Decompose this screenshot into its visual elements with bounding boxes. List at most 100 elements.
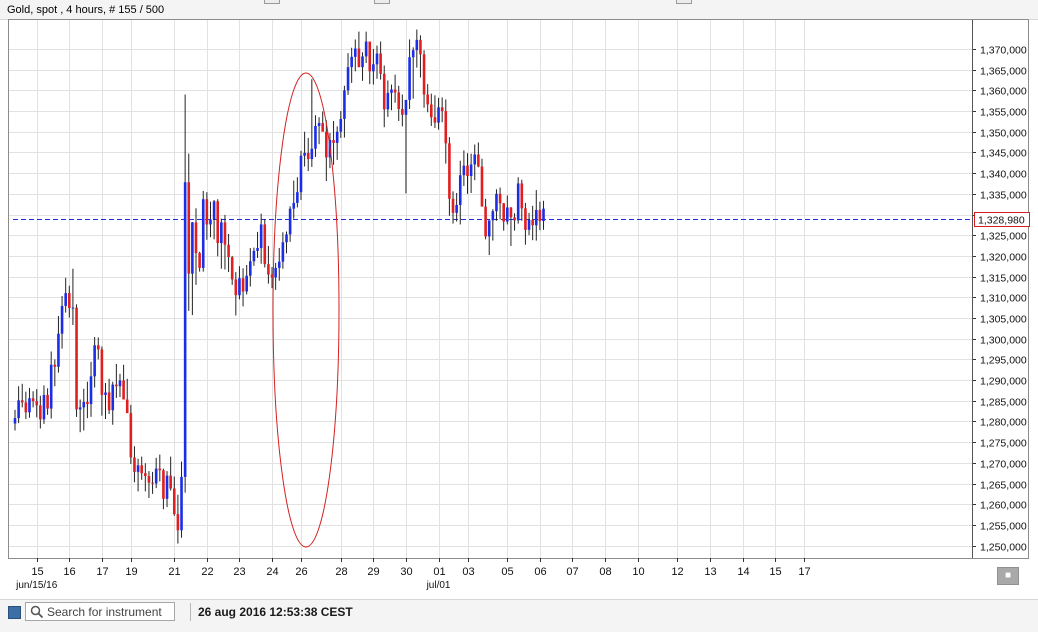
candle-body <box>288 208 292 235</box>
candle-body <box>455 204 458 213</box>
plot-area[interactable] <box>8 19 1029 559</box>
candle-body <box>198 252 201 268</box>
candle-body <box>154 468 158 484</box>
candle-body <box>310 148 314 160</box>
candle-body <box>325 131 328 158</box>
candle-body <box>201 199 205 268</box>
candle-body <box>256 248 259 251</box>
toolbar-control[interactable] <box>676 0 692 4</box>
candle-body <box>401 108 404 115</box>
candle-body <box>259 224 263 249</box>
candle-body <box>93 345 96 377</box>
candle-body <box>498 193 502 204</box>
candle-body <box>129 413 133 458</box>
x-date-label: jun/15/16 <box>15 580 58 591</box>
candle-body <box>212 201 216 220</box>
x-tick-label: 01 <box>433 566 445 578</box>
candle-body <box>53 364 57 367</box>
x-tick-label: 24 <box>266 566 278 578</box>
candle-body <box>78 407 82 410</box>
x-tick-label: 23 <box>233 566 245 578</box>
candle-body <box>502 203 505 222</box>
candle-body <box>335 131 339 143</box>
candle-body <box>17 400 20 419</box>
candle-body <box>524 208 527 230</box>
square-button-icon[interactable] <box>8 606 21 619</box>
x-tick-label: 22 <box>201 566 213 578</box>
y-tick-label: 1,360,000 <box>980 86 1027 98</box>
candle-body <box>477 154 480 167</box>
candlestick-chart[interactable]: 1,250,000 1,255,000 1,260,000 1,265,000 1,27… <box>0 0 1038 599</box>
window-button-icon[interactable]: ■ <box>997 567 1019 585</box>
candle-body <box>125 399 129 414</box>
candle-body <box>390 89 393 93</box>
x-tick-label: 26 <box>295 566 307 578</box>
y-tick-label: 1,250,000 <box>980 542 1027 554</box>
candle-body <box>386 92 390 110</box>
candle-body <box>39 405 42 420</box>
candle-body <box>111 384 115 411</box>
candle-body <box>292 202 296 209</box>
candle-body <box>430 104 433 118</box>
y-tick-label: 1,310,000 <box>980 293 1027 305</box>
candle-body <box>241 278 245 292</box>
candle-body <box>205 199 209 225</box>
y-tick-label: 1,300,000 <box>980 335 1027 347</box>
y-tick-label: 1,335,000 <box>980 190 1027 202</box>
candle-body <box>216 201 220 244</box>
y-tick-label: 1,255,000 <box>980 521 1027 533</box>
x-tick-label: 12 <box>671 566 683 578</box>
x-tick-label: 21 <box>168 566 180 578</box>
candle-body <box>397 92 401 109</box>
candle-body <box>484 206 487 237</box>
candle-body <box>509 207 513 218</box>
candle-body <box>169 475 172 489</box>
candle-body <box>20 400 24 403</box>
toolbar-control[interactable] <box>264 0 280 4</box>
x-tick-label: 15 <box>31 566 43 578</box>
current-price-box <box>974 212 1030 227</box>
candle-body <box>176 514 180 531</box>
candle-body <box>473 154 477 165</box>
x-tick-label: 07 <box>566 566 578 578</box>
candle-body <box>147 476 151 483</box>
candles <box>13 29 545 544</box>
y-tick-label: 1,295,000 <box>980 355 1027 367</box>
x-date-label: jul/01 <box>426 580 451 591</box>
candle-body <box>433 117 437 123</box>
candle-body <box>162 470 165 499</box>
candle-body <box>158 468 162 471</box>
x-tick-label: 16 <box>63 566 75 578</box>
x-tick-label: 14 <box>737 566 749 578</box>
y-tick-label: 1,325,000 <box>980 231 1027 243</box>
candle-body <box>520 183 524 209</box>
candle-body <box>227 244 230 258</box>
candle-body <box>194 222 198 253</box>
candle-body <box>495 193 498 212</box>
candle-body <box>451 198 455 213</box>
candle-body <box>296 192 299 203</box>
y-tick-label: 1,265,000 <box>980 480 1027 492</box>
candle-body <box>531 219 534 226</box>
candle-body <box>187 182 191 274</box>
candle-body <box>234 279 238 296</box>
candle-body <box>96 345 100 350</box>
toolbar-control[interactable] <box>374 0 390 4</box>
instrument-search[interactable] <box>25 602 175 621</box>
candle-body <box>332 140 335 143</box>
x-tick-label: 17 <box>96 566 108 578</box>
candle-body <box>299 155 303 193</box>
candle-body <box>60 305 64 334</box>
candle-body <box>440 107 444 112</box>
candle-body <box>534 209 538 226</box>
y-tick-label: 1,285,000 <box>980 397 1027 409</box>
candle-body <box>538 209 542 222</box>
candle-body <box>71 307 75 309</box>
candle-body <box>372 64 375 72</box>
candle-body <box>426 94 429 105</box>
candle-body <box>285 234 288 243</box>
search-input[interactable] <box>47 603 173 620</box>
candle-body <box>346 67 350 91</box>
candle-body <box>223 222 227 245</box>
candle-body <box>122 380 125 400</box>
